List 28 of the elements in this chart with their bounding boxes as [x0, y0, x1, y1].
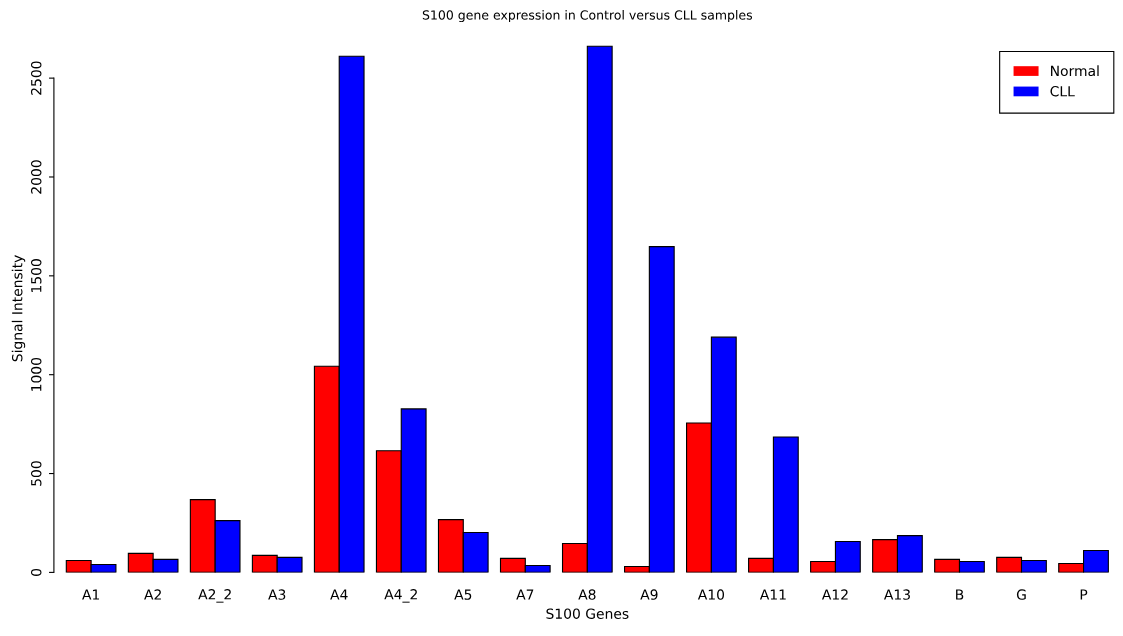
chart-title: S100 gene expression in Control versus CLL samples: [422, 10, 753, 23]
x-tick-label: A11: [759, 589, 786, 600]
y-tick-label: 0: [30, 568, 42, 576]
x-tick-label: A8: [578, 589, 596, 600]
y-tick-label: 1000: [30, 357, 42, 391]
legend-label: Normal: [1051, 65, 1099, 77]
x-tick-label: A7: [516, 589, 534, 600]
x-tick-label: A1: [82, 589, 100, 600]
x-tick-label: P: [1080, 589, 1088, 600]
x-tick-label: B: [956, 589, 964, 600]
x-tick-label: A12: [821, 589, 848, 600]
y-tick-label: 2000: [30, 160, 42, 194]
x-tick-label: A10: [697, 589, 725, 600]
y-axis-title: Signal Intensity: [11, 255, 26, 362]
y-tick-label: 2500: [30, 61, 42, 95]
y-tick-label: 500: [30, 461, 42, 486]
x-tick-label: G: [1016, 589, 1026, 600]
x-tick-label: A2: [144, 589, 161, 600]
x-tick-label: A3: [268, 589, 286, 600]
x-tick-label: A5: [454, 589, 472, 600]
x-tick-label: A2_2: [198, 589, 231, 603]
legend-label: CLL: [1050, 85, 1075, 97]
y-tick-label: 1500: [30, 259, 42, 292]
x-tick-label: A4_2: [384, 589, 417, 603]
x-tick-label: A13: [883, 589, 910, 600]
x-axis-title: S100 Genes: [546, 608, 629, 619]
x-tick-label: A4: [330, 589, 348, 600]
x-tick-label: A9: [640, 589, 658, 600]
